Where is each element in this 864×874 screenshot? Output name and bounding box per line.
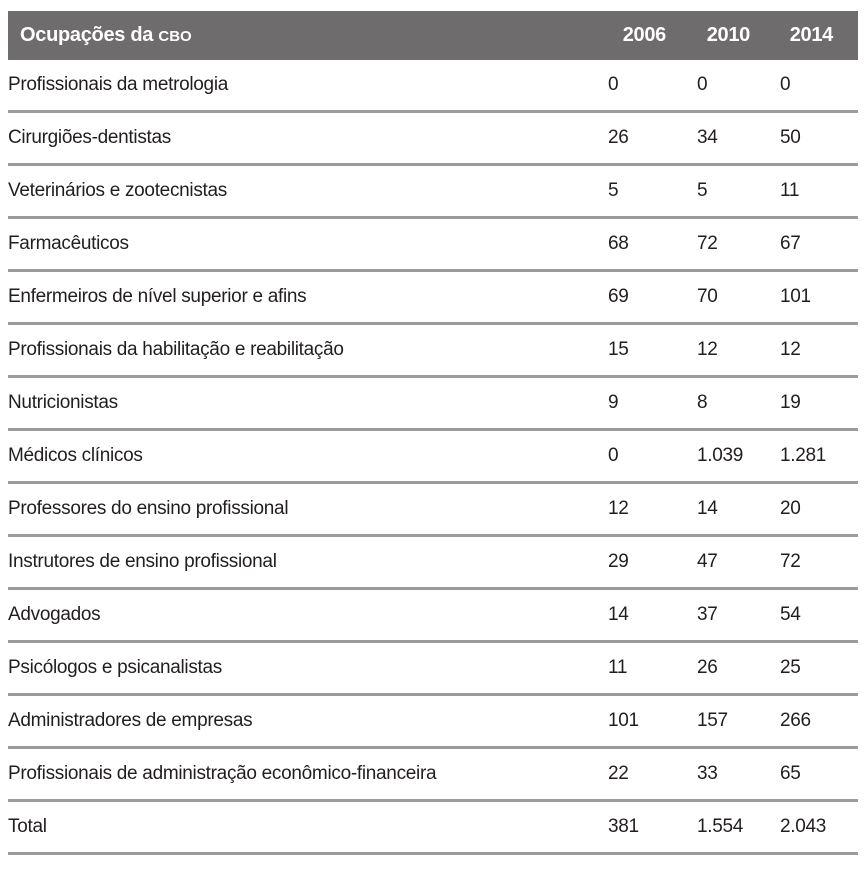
- column-header-2006: 2006: [608, 11, 697, 60]
- table-row: Psicólogos e psicanalistas 11 26 25: [8, 641, 858, 696]
- value-cell: 26: [697, 641, 780, 696]
- column-header-occupation: Ocupações da CBO: [8, 11, 608, 60]
- table-row: Profissionais da habilitação e reabilita…: [8, 323, 858, 378]
- occupation-cell: Advogados: [8, 588, 608, 643]
- value-cell: 67: [780, 217, 858, 272]
- occupation-cell: Cirurgiões-dentistas: [8, 111, 608, 166]
- table-row: Veterinários e zootecnistas 5 5 11: [8, 164, 858, 219]
- value-cell: 68: [608, 217, 697, 272]
- value-cell: 54: [780, 588, 858, 643]
- value-cell: 37: [697, 588, 780, 643]
- occupation-cell: Total: [8, 800, 608, 855]
- value-cell: 69: [608, 270, 697, 325]
- occupation-header-label: Ocupações da: [20, 24, 154, 46]
- column-header-2014: 2014: [780, 11, 858, 60]
- value-cell: 15: [608, 323, 697, 378]
- column-header-2010: 2010: [697, 11, 780, 60]
- value-cell: 2.043: [780, 800, 858, 855]
- value-cell: 72: [697, 217, 780, 272]
- cbo-occupations-table-container: Ocupações da CBO 2006 2010 2014 Profissi…: [8, 11, 858, 855]
- value-cell: 25: [780, 641, 858, 696]
- table-row: Médicos clínicos 0 1.039 1.281: [8, 429, 858, 484]
- value-cell: 14: [608, 588, 697, 643]
- occupation-header-abbr: CBO: [158, 28, 192, 45]
- value-cell: 29: [608, 535, 697, 590]
- occupation-cell: Administradores de empresas: [8, 694, 608, 749]
- table-row: Advogados 14 37 54: [8, 588, 858, 643]
- value-cell: 11: [780, 164, 858, 219]
- value-cell: 381: [608, 800, 697, 855]
- table-row: Total 381 1.554 2.043: [8, 800, 858, 855]
- table-row: Cirurgiões-dentistas 26 34 50: [8, 111, 858, 166]
- table-row: Nutricionistas 9 8 19: [8, 376, 858, 431]
- value-cell: 65: [780, 747, 858, 802]
- value-cell: 11: [608, 641, 697, 696]
- occupation-cell: Psicólogos e psicanalistas: [8, 641, 608, 696]
- value-cell: 0: [608, 429, 697, 484]
- value-cell: 0: [697, 60, 780, 113]
- table-row: Instrutores de ensino profissional 29 47 72: [8, 535, 858, 590]
- occupation-cell: Veterinários e zootecnistas: [8, 164, 608, 219]
- table-row: Profissionais da metrologia 0 0 0: [8, 60, 858, 113]
- value-cell: 1.281: [780, 429, 858, 484]
- value-cell: 8: [697, 376, 780, 431]
- occupation-cell: Profissionais da metrologia: [8, 60, 608, 113]
- header-row: Ocupações da CBO 2006 2010 2014: [8, 11, 858, 60]
- value-cell: 12: [780, 323, 858, 378]
- value-cell: 5: [697, 164, 780, 219]
- table-row: Professores do ensino profissional 12 14 20: [8, 482, 858, 537]
- value-cell: 1.554: [697, 800, 780, 855]
- value-cell: 0: [608, 60, 697, 113]
- value-cell: 5: [608, 164, 697, 219]
- table-row: Enfermeiros de nível superior e afins 69 7…: [8, 270, 858, 325]
- table-body: Profissionais da metrologia 0 0 0 Cirurgiões…: [8, 60, 858, 855]
- occupation-cell: Professores do ensino profissional: [8, 482, 608, 537]
- value-cell: 22: [608, 747, 697, 802]
- value-cell: 266: [780, 694, 858, 749]
- value-cell: 47: [697, 535, 780, 590]
- occupation-cell: Profissionais da habilitação e reabilita…: [8, 323, 608, 378]
- value-cell: 19: [780, 376, 858, 431]
- value-cell: 12: [608, 482, 697, 537]
- table-header: Ocupações da CBO 2006 2010 2014: [8, 11, 858, 60]
- table-row: Farmacêuticos 68 72 67: [8, 217, 858, 272]
- occupation-cell: Instrutores de ensino profissional: [8, 535, 608, 590]
- value-cell: 33: [697, 747, 780, 802]
- cbo-occupations-table: Ocupações da CBO 2006 2010 2014 Profissi…: [8, 11, 858, 855]
- value-cell: 72: [780, 535, 858, 590]
- table-row: Administradores de empresas 101 157 266: [8, 694, 858, 749]
- value-cell: 50: [780, 111, 858, 166]
- value-cell: 157: [697, 694, 780, 749]
- value-cell: 34: [697, 111, 780, 166]
- value-cell: 20: [780, 482, 858, 537]
- value-cell: 1.039: [697, 429, 780, 484]
- value-cell: 26: [608, 111, 697, 166]
- table-row: Profissionais de administração econômico…: [8, 747, 858, 802]
- occupation-cell: Nutricionistas: [8, 376, 608, 431]
- value-cell: 101: [780, 270, 858, 325]
- value-cell: 101: [608, 694, 697, 749]
- value-cell: 14: [697, 482, 780, 537]
- occupation-cell: Médicos clínicos: [8, 429, 608, 484]
- value-cell: 70: [697, 270, 780, 325]
- occupation-cell: Profissionais de administração econômico…: [8, 747, 608, 802]
- value-cell: 12: [697, 323, 780, 378]
- value-cell: 0: [780, 60, 858, 113]
- value-cell: 9: [608, 376, 697, 431]
- occupation-cell: Farmacêuticos: [8, 217, 608, 272]
- occupation-cell: Enfermeiros de nível superior e afins: [8, 270, 608, 325]
